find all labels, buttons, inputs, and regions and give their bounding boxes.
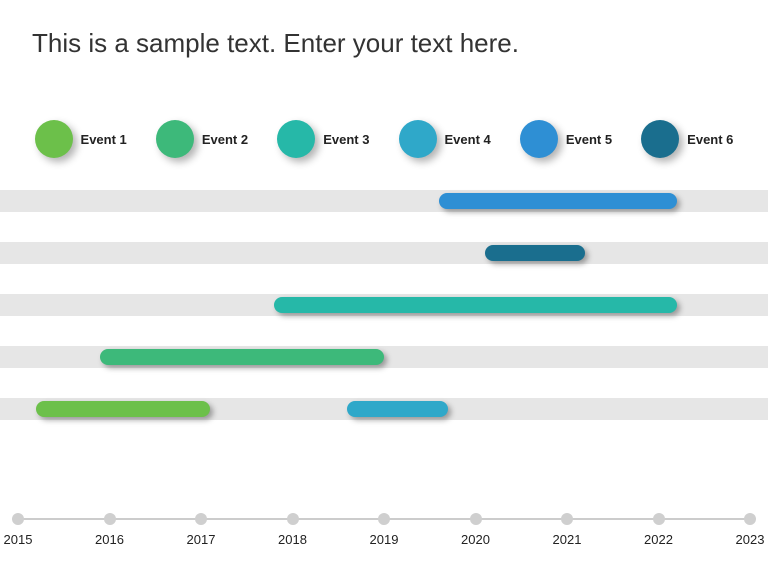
legend-dot-icon [641, 120, 679, 158]
axis-label: 2022 [644, 532, 673, 547]
gantt-bar [36, 401, 210, 417]
gantt-row [0, 190, 768, 212]
legend-dot-icon [277, 120, 315, 158]
gantt-bar [274, 297, 677, 313]
legend-dot-icon [35, 120, 73, 158]
legend-label: Event 5 [566, 132, 612, 147]
legend-item: Event 4 [399, 120, 491, 158]
legend-item: Event 5 [520, 120, 612, 158]
gantt-bar [100, 349, 384, 365]
legend-label: Event 1 [81, 132, 127, 147]
axis-label: 2016 [95, 532, 124, 547]
gantt-row [0, 294, 768, 316]
axis-tick [470, 513, 482, 525]
axis-label: 2021 [553, 532, 582, 547]
gantt-row [0, 242, 768, 264]
legend-dot-icon [520, 120, 558, 158]
legend-label: Event 4 [445, 132, 491, 147]
legend-dot-icon [156, 120, 194, 158]
axis-tick [378, 513, 390, 525]
axis-tick [561, 513, 573, 525]
gantt-bar [439, 193, 677, 209]
axis-label: 2018 [278, 532, 307, 547]
axis-label: 2023 [736, 532, 765, 547]
axis-label: 2017 [187, 532, 216, 547]
axis-label: 2015 [4, 532, 33, 547]
axis-tick [104, 513, 116, 525]
axis-tick [744, 513, 756, 525]
legend-item: Event 1 [35, 120, 127, 158]
axis-tick [12, 513, 24, 525]
legend-label: Event 6 [687, 132, 733, 147]
axis-tick [653, 513, 665, 525]
legend-label: Event 2 [202, 132, 248, 147]
gantt-row [0, 346, 768, 368]
legend-item: Event 3 [277, 120, 369, 158]
axis-tick [195, 513, 207, 525]
gantt-chart [0, 190, 768, 490]
gantt-row [0, 398, 768, 420]
legend-item: Event 2 [156, 120, 248, 158]
axis-label: 2020 [461, 532, 490, 547]
legend: Event 1 Event 2 Event 3 Event 4 Event 5 Event… [0, 120, 768, 158]
axis-label: 2019 [370, 532, 399, 547]
timeline-axis: 2015 2016 2017 2018 2019 2020 2021 2022 2023 [0, 510, 768, 550]
legend-label: Event 3 [323, 132, 369, 147]
gantt-bar [347, 401, 448, 417]
page-title: This is a sample text. Enter your text h… [32, 28, 519, 59]
axis-tick [287, 513, 299, 525]
legend-dot-icon [399, 120, 437, 158]
gantt-bar [485, 245, 586, 261]
legend-item: Event 6 [641, 120, 733, 158]
